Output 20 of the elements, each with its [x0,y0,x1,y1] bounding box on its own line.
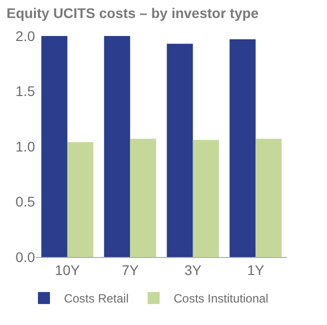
y-tick-label: 1.0 [16,138,36,154]
legend-label: Costs Retail [64,292,129,306]
bar [67,142,94,257]
x-tick-label: 1Y [247,262,265,278]
bar [166,44,193,257]
bar [104,36,130,257]
x-tick-label: 10Y [54,262,80,278]
x-tick-label: 7Y [122,262,140,278]
legend-label: Costs Institutional [174,292,268,306]
y-tick-label: 0.5 [16,194,36,210]
y-tick-label: 1.5 [16,83,36,100]
bar [41,36,68,257]
bar [256,138,282,257]
chart-title: Equity UCITS costs – by investor type [6,4,259,21]
y-tick-label: 2.0 [16,28,36,44]
bar [192,140,219,257]
bar [230,39,256,257]
y-tick-label: 0.0 [16,248,36,265]
bar [130,138,156,257]
x-tick-label: 3Y [184,262,202,278]
